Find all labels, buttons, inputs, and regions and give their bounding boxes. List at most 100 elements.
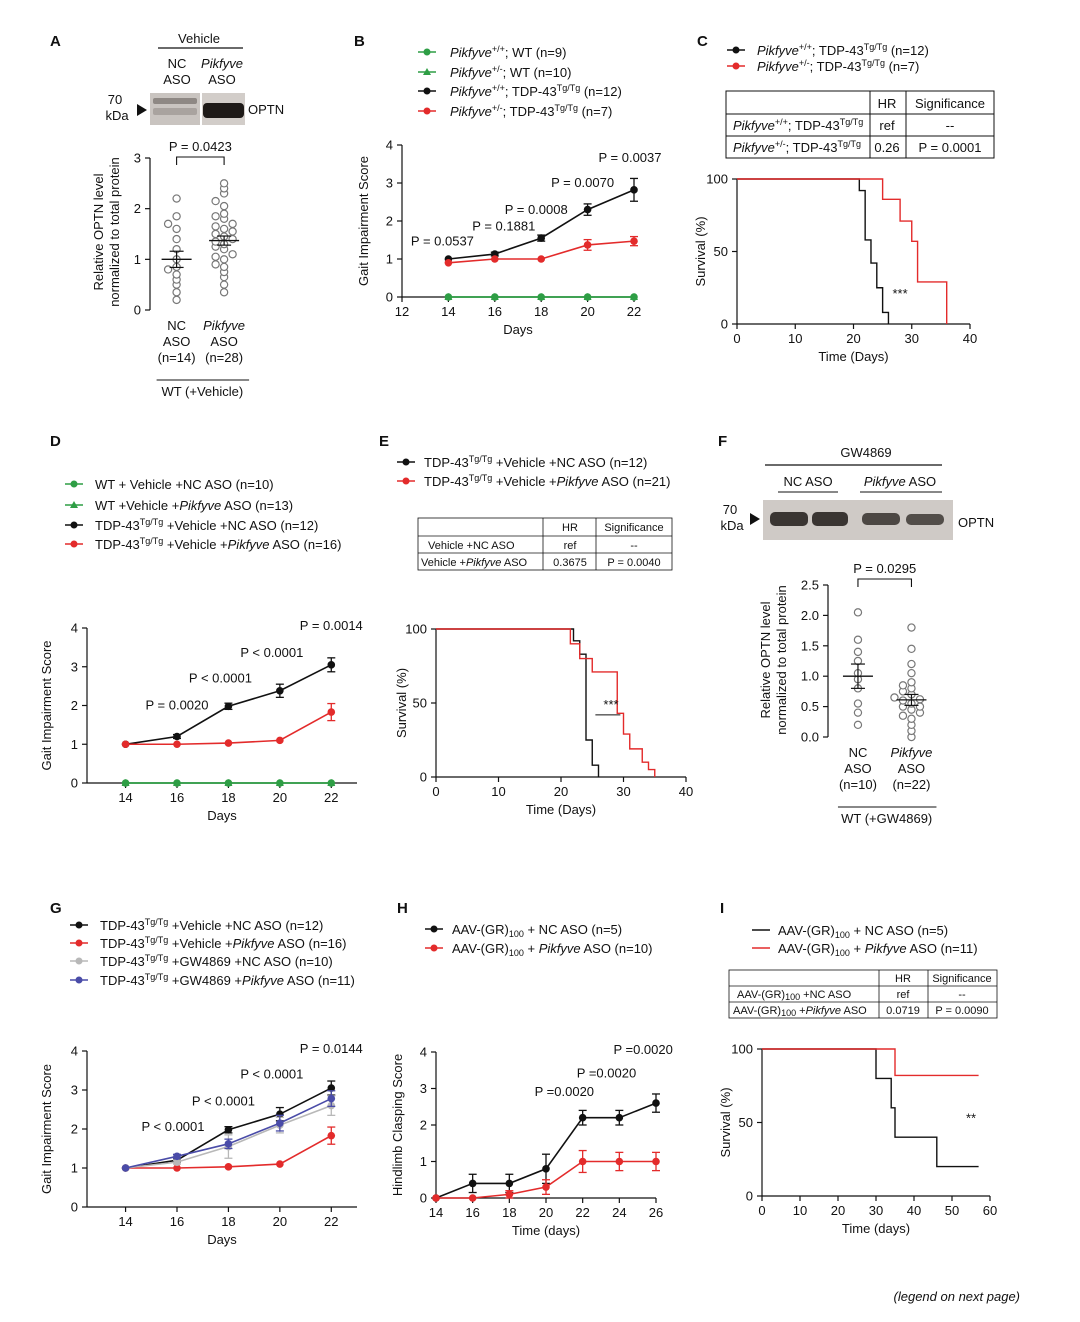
footer-note: (legend on next page): [894, 1289, 1020, 1304]
survival-curve-1: [762, 1048, 979, 1077]
panel-letter-a: A: [50, 33, 61, 50]
series-2: [444, 177, 638, 263]
y-tick-label: 2: [386, 214, 393, 229]
data-point: [276, 686, 284, 695]
panel-b-legend: Pikfyve+/+; WT (n=9) Pikfyve+/-; WT (n=1…: [418, 44, 622, 119]
y-tick-label: 1: [134, 252, 141, 267]
band-label: OPTN: [248, 102, 284, 117]
p-value-label: P = 0.0423: [169, 139, 232, 154]
data-point: [583, 241, 592, 249]
data-point: [228, 219, 237, 229]
data-point: [652, 1099, 660, 1107]
data-point: [163, 219, 173, 229]
svg-text:WT + Vehicle +NC ASO (n=10): WT + Vehicle +NC ASO (n=10): [95, 477, 274, 492]
y-tick-label: 0: [386, 290, 393, 305]
y-tick-label: 1: [420, 1154, 427, 1169]
y-axis-label: Survival (%): [394, 668, 409, 738]
blot-title: Vehicle: [178, 31, 220, 46]
panel-letter-i: I: [720, 900, 724, 917]
y-tick-label: 0.0: [801, 730, 819, 745]
data-point: [444, 259, 453, 267]
p-value-annotation: P =0.0020: [613, 1042, 672, 1057]
table-i-r2-sig: P = 0.0090: [935, 1005, 988, 1017]
data-point: [505, 1190, 514, 1199]
significance-bracket: [176, 156, 225, 165]
p-value-label: P = 0.0295: [853, 561, 916, 576]
table-c-r2-sig: P = 0.0001: [918, 140, 981, 155]
category-label: ASO: [898, 761, 925, 776]
data-point: [224, 739, 233, 747]
table-i-r2-hr: 0.0719: [886, 1005, 920, 1017]
significance-stars: ***: [603, 697, 618, 712]
x-tick-label: 22: [627, 304, 641, 319]
y-tick-label: 0: [71, 776, 78, 791]
svg-text:Pikfyve+/-; TDP-43Tg/Tg (n=7): Pikfyve+/-; TDP-43Tg/Tg (n=7): [757, 58, 919, 74]
series-3: [121, 1090, 336, 1172]
svg-text:Pikfyve+/+; TDP-43Tg/Tg: Pikfyve+/+; TDP-43Tg/Tg: [733, 117, 863, 133]
y-axis-label: Gait Impairment Score: [39, 1064, 54, 1194]
p-value-annotation: P = 0.0144: [300, 1041, 363, 1056]
category-label: (n=28): [205, 350, 243, 365]
y-tick-label: 1: [71, 1161, 78, 1176]
svg-text:WT +Vehicle +Pikfyve ASO (n=13: WT +Vehicle +Pikfyve ASO (n=13): [95, 498, 293, 513]
table-e-r2-hr: 0.3675: [553, 557, 587, 569]
p-value-annotation: P < 0.0001: [192, 1094, 255, 1109]
data-point: [327, 661, 336, 669]
data-point: [172, 270, 181, 279]
y-tick-label: 0.5: [801, 699, 819, 714]
kda-unit: kDa: [105, 108, 129, 123]
data-point: [219, 201, 229, 211]
p-value-annotation: P = 0.0070: [551, 175, 614, 190]
category-label: ASO: [163, 334, 190, 349]
data-point: [615, 1157, 624, 1166]
x-axis-label: Days: [207, 1232, 237, 1247]
x-tick-label: 20: [539, 1205, 553, 1220]
y-axis-label: Survival (%): [693, 216, 708, 286]
data-point: [907, 678, 916, 687]
data-point: [228, 250, 237, 259]
kda-value: 70: [108, 92, 122, 107]
x-tick-label: 16: [170, 1214, 184, 1229]
x-tick-label: 16: [488, 304, 502, 319]
table-c-r1-hr: ref: [879, 118, 895, 133]
data-point: [907, 659, 916, 669]
category-label: NC: [167, 318, 186, 333]
group-label: WT (+GW4869): [841, 811, 932, 826]
data-point: [890, 693, 899, 702]
svg-text:AAV-(GR)100 + NC ASO (n=5): AAV-(GR)100 + NC ASO (n=5): [778, 923, 948, 940]
x-axis-label: Time (days): [512, 1223, 580, 1238]
category-label: NC: [849, 745, 868, 760]
table-e-r2-sig: P = 0.0040: [607, 557, 660, 569]
group-label: WT (+Vehicle): [161, 384, 243, 399]
svg-text:Vehicle +Pikfyve ASO: Vehicle +Pikfyve ASO: [421, 557, 528, 569]
panel-e-table: HR Significance Vehicle +NC ASO ref -- V…: [417, 517, 673, 571]
x-tick-label: 26: [649, 1205, 663, 1220]
data-point: [444, 293, 453, 300]
p-value-annotation: P < 0.0001: [240, 645, 303, 660]
lane-label-f2: Pikfyve ASO: [864, 474, 936, 489]
svg-text:TDP-43Tg/Tg +Vehicle +NC ASO (: TDP-43Tg/Tg +Vehicle +NC ASO (n=12): [95, 517, 318, 533]
data-point: [172, 224, 181, 234]
y-axis-label: Hindlimb Clasping Score: [390, 1054, 405, 1196]
data-point: [537, 293, 546, 300]
data-point: [327, 1131, 336, 1140]
data-point: [173, 779, 181, 786]
panel-i-table: HR Significance AAV-(GR)100 +NC ASO ref …: [728, 969, 998, 1019]
x-tick-label: 0: [758, 1203, 765, 1218]
panel-h-legend: AAV-(GR)100 + NC ASO (n=5) AAV-(GR)100 +…: [425, 922, 653, 958]
data-point: [915, 702, 925, 711]
data-point: [219, 255, 229, 264]
table-i-r1-sig: --: [958, 989, 966, 1001]
p-value-annotation: P < 0.0001: [240, 1066, 303, 1081]
p-value-annotation: P = 0.1881: [472, 219, 535, 234]
y-tick-label: 0: [134, 303, 141, 318]
data-point: [224, 1140, 233, 1148]
kda-unit-f: kDa: [720, 518, 744, 533]
x-tick-label: 10: [793, 1203, 807, 1218]
svg-text:AAV-(GR)100 + Pikfyve ASO (n=1: AAV-(GR)100 + Pikfyve ASO (n=10): [452, 941, 653, 958]
y-axis-label-2: normalized to total protein: [774, 585, 789, 735]
x-tick-label: 30: [869, 1203, 883, 1218]
band-arrow-icon-f: [750, 513, 760, 525]
